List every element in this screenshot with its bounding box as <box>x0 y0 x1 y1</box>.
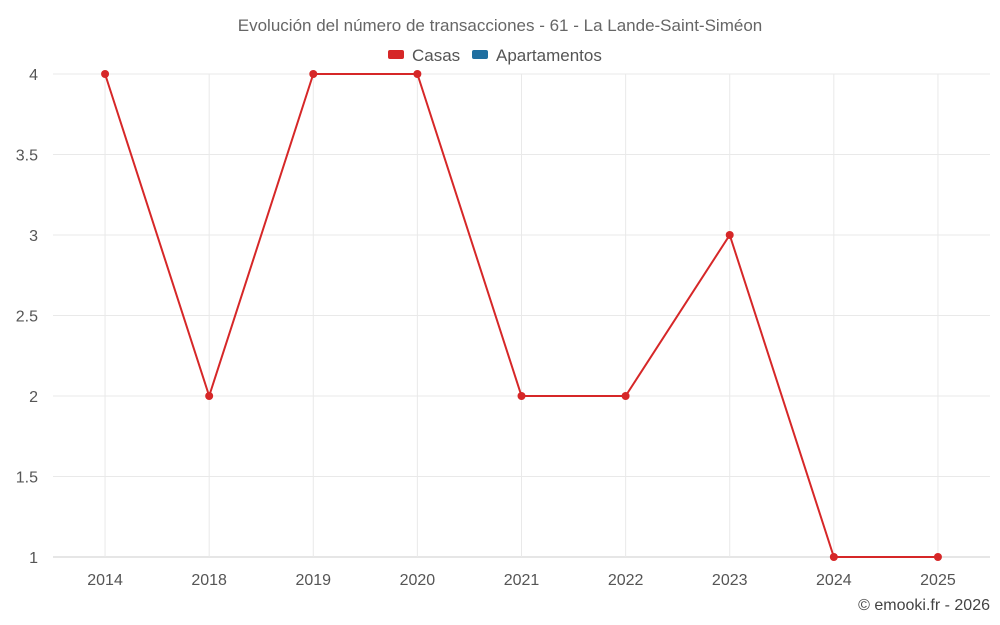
x-tick-label: 2019 <box>295 572 331 589</box>
legend-item-casas[interactable]: Casas <box>388 46 460 65</box>
y-tick-label: 2.5 <box>16 309 38 326</box>
data-point[interactable] <box>517 392 526 400</box>
y-tick-label: 4 <box>29 67 38 84</box>
data-point[interactable] <box>829 553 838 561</box>
credit-text: © emooki.fr - 2026 <box>858 597 990 614</box>
y-tick-label: 3.5 <box>16 148 38 165</box>
x-tick-label: 2014 <box>87 572 123 589</box>
x-tick-label: 2020 <box>400 572 436 589</box>
y-tick-label: 1.5 <box>16 470 38 487</box>
chart-title: Evolución del número de transacciones - … <box>238 16 762 35</box>
y-tick-label: 3 <box>29 228 38 245</box>
legend-swatch-casas <box>388 50 404 59</box>
series-casas <box>101 70 942 561</box>
x-tick-label: 2024 <box>816 572 852 589</box>
data-point[interactable] <box>309 70 318 78</box>
x-axis-ticks: 2014 2018 2019 2020 2021 2022 2023 2024 2025 <box>87 572 956 589</box>
x-tick-label: 2018 <box>191 572 227 589</box>
data-point[interactable] <box>101 70 110 78</box>
y-axis-ticks: 1 1.5 2 2.5 3 3.5 4 <box>16 67 38 567</box>
y-tick-label: 1 <box>29 550 38 567</box>
legend-label-apartamentos: Apartamentos <box>496 46 602 65</box>
data-point[interactable] <box>413 70 422 78</box>
legend-swatch-apartamentos <box>472 50 488 59</box>
data-point[interactable] <box>621 392 630 400</box>
x-tick-label: 2021 <box>504 572 540 589</box>
data-point[interactable] <box>933 553 942 561</box>
grid <box>53 73 990 558</box>
x-tick-label: 2022 <box>608 572 644 589</box>
legend-label-casas: Casas <box>412 46 460 65</box>
data-point[interactable] <box>725 231 734 239</box>
y-tick-label: 2 <box>29 389 38 406</box>
data-point[interactable] <box>205 392 214 400</box>
x-tick-label: 2023 <box>712 572 748 589</box>
legend-item-apartamentos[interactable]: Apartamentos <box>472 46 602 65</box>
x-tick-label: 2025 <box>920 572 956 589</box>
legend: Casas Apartamentos <box>388 46 602 65</box>
